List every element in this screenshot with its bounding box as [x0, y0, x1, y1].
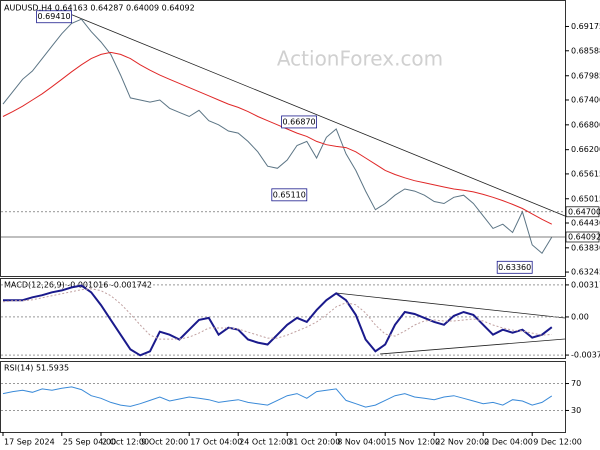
- x-tick-label: 17 Oct 04:00: [190, 438, 242, 447]
- y-tick-label: 0.003175: [571, 280, 600, 289]
- x-tick-label: 2 Dec 04:00: [484, 438, 533, 447]
- x-tick-label: 9 Dec 12:00: [533, 438, 582, 447]
- y-tick-label: -0.00378: [571, 351, 600, 360]
- annotation-label: 0.63360: [498, 263, 531, 272]
- watermark: ActionForex.com: [277, 47, 443, 71]
- macd-panel: [0, 278, 566, 359]
- level-label: 0.64700: [568, 207, 600, 216]
- price-title: AUDUSD,H4 0.64163 0.64287 0.64009 0.6409…: [4, 4, 195, 13]
- price-panel: [0, 0, 566, 277]
- series-line: [2, 51, 553, 225]
- y-tick-label: 70: [571, 379, 581, 388]
- x-tick-label: 25 Sep 04:00: [63, 438, 116, 447]
- annotation-box: [271, 188, 308, 202]
- series-line: [2, 386, 553, 408]
- annotation-label: 0.66870: [283, 117, 316, 126]
- series-line: [2, 18, 553, 254]
- x-tick-label: 22 Nov 20:00: [435, 438, 489, 447]
- rsi-title: RSI(14) 51.5935: [4, 364, 69, 373]
- y-tick-label: 0.68588: [571, 46, 600, 55]
- trend-line: [335, 292, 566, 319]
- level-box: [565, 206, 600, 218]
- annotation-label: 0.69410: [38, 12, 71, 21]
- series-line: [2, 288, 552, 340]
- x-tick-label: 31 Oct 20:00: [288, 438, 340, 447]
- y-tick-label: 0.67985: [571, 71, 600, 80]
- x-tick-label: 2 Oct 12:00: [102, 438, 149, 447]
- x-tick-label: 17 Sep 2024: [4, 438, 55, 447]
- level-box: [565, 231, 600, 243]
- trend-line: [379, 338, 566, 355]
- y-tick-label: 0.65015: [571, 194, 600, 203]
- rsi-panel: [0, 361, 566, 433]
- y-tick-label: 0.69175: [571, 22, 600, 31]
- annotation-box: [36, 10, 72, 24]
- series-line: [3, 284, 553, 357]
- level-label: 0.64092: [568, 232, 600, 241]
- x-tick-label: 9 Oct 20:00: [141, 438, 188, 447]
- y-tick-label: 0.63245: [571, 268, 600, 277]
- annotation-box: [496, 260, 533, 274]
- y-tick-label: 0.00: [571, 312, 589, 321]
- x-tick-label: 15 Nov 12:00: [386, 438, 440, 447]
- trend-line: [69, 13, 566, 217]
- x-tick-label: 8 Nov 04:00: [337, 438, 386, 447]
- annotation-label: 0.65110: [273, 190, 306, 199]
- x-tick-label: 24 Oct 12:00: [239, 438, 291, 447]
- annotation-box: [281, 115, 318, 129]
- y-tick-label: 30: [571, 406, 581, 415]
- y-tick-label: 0.65615: [571, 169, 600, 178]
